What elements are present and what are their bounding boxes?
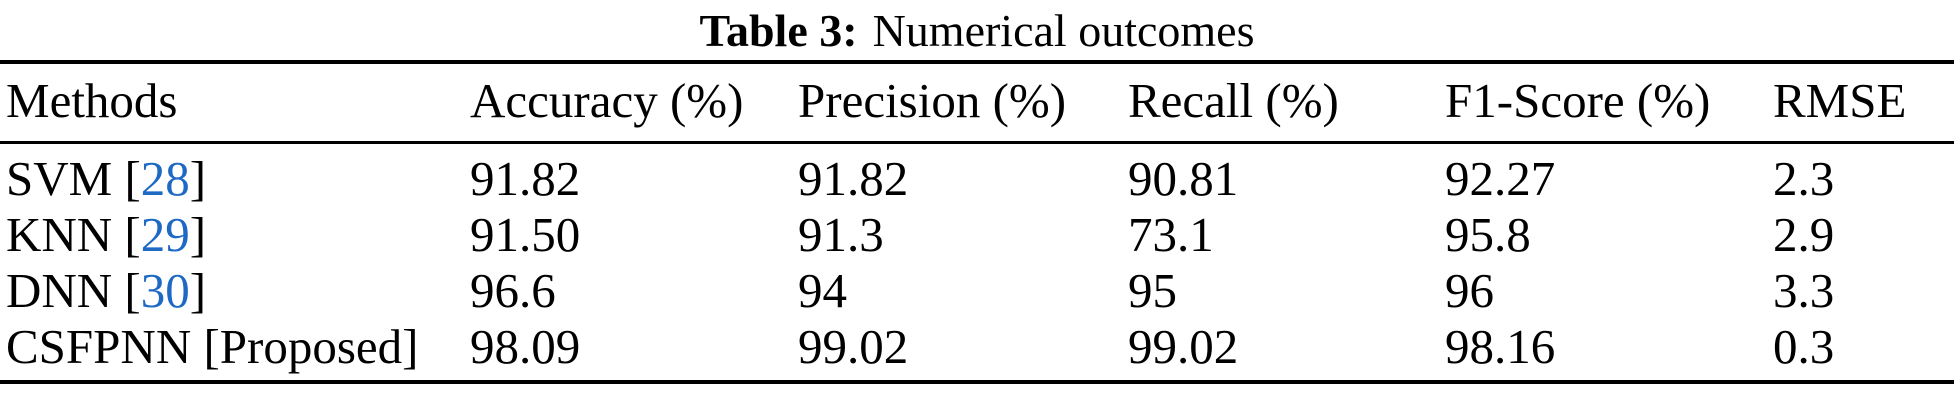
table-row: DNN [30] 96.6 94 95 96 3.3 <box>0 263 1954 319</box>
value-cell: 99.02 <box>798 319 909 374</box>
value-cell: 98.16 <box>1445 319 1556 374</box>
value-cell: 91.50 <box>470 207 581 262</box>
method-cell: CSFPNN [Proposed] <box>6 319 419 374</box>
table-caption-text: Numerical outcomes <box>872 5 1255 56</box>
proposed-tag: Proposed <box>219 319 403 374</box>
value-cell: 2.9 <box>1773 207 1835 262</box>
value-cell: 73.1 <box>1128 207 1214 262</box>
value-cell: 91.82 <box>798 151 909 206</box>
col-header-methods: Methods <box>6 73 178 128</box>
results-table: Methods Accuracy (%) Precision (%) Recal… <box>0 60 1954 384</box>
col-header-precision: Precision (%) <box>798 73 1067 128</box>
value-cell: 95 <box>1128 263 1177 318</box>
method-cell: KNN [29] <box>6 207 207 262</box>
header-row: Methods Accuracy (%) Precision (%) Recal… <box>0 62 1954 143</box>
value-cell: 0.3 <box>1773 319 1835 374</box>
table-row: KNN [29] 91.50 91.3 73.1 95.8 2.9 <box>0 207 1954 263</box>
table-figure: Table 3: Numerical outcomes Methods Accur… <box>0 0 1954 384</box>
value-cell: 96.6 <box>470 263 556 318</box>
value-cell: 90.81 <box>1128 151 1239 206</box>
table-row: CSFPNN [Proposed] 98.09 99.02 99.02 98.16 0.3 <box>0 319 1954 382</box>
value-cell: 3.3 <box>1773 263 1835 318</box>
col-header-rmse: RMSE <box>1773 73 1907 128</box>
col-header-f1score: F1-Score (%) <box>1445 73 1711 128</box>
value-cell: 95.8 <box>1445 207 1531 262</box>
value-cell: 2.3 <box>1773 151 1835 206</box>
col-header-recall: Recall (%) <box>1128 73 1339 128</box>
value-cell: 99.02 <box>1128 319 1239 374</box>
citation-link[interactable]: 30 <box>140 263 190 318</box>
value-cell: 98.09 <box>470 319 581 374</box>
table-body: SVM [28] 91.82 91.82 90.81 92.27 2.3 KNN [29] 9… <box>0 143 1954 383</box>
table-row: SVM [28] 91.82 91.82 90.81 92.27 2.3 <box>0 143 1954 208</box>
value-cell: 91.3 <box>798 207 884 262</box>
value-cell: 91.82 <box>470 151 581 206</box>
method-cell: SVM [28] <box>6 151 207 206</box>
value-cell: 94 <box>798 263 847 318</box>
citation-link[interactable]: 29 <box>140 207 190 262</box>
col-header-accuracy: Accuracy (%) <box>470 73 744 128</box>
table-caption: Table 3: Numerical outcomes <box>0 0 1954 60</box>
method-cell: DNN [30] <box>6 263 207 318</box>
citation-link[interactable]: 28 <box>140 151 190 206</box>
value-cell: 92.27 <box>1445 151 1556 206</box>
value-cell: 96 <box>1445 263 1494 318</box>
table-caption-label: Table 3: <box>699 5 858 56</box>
